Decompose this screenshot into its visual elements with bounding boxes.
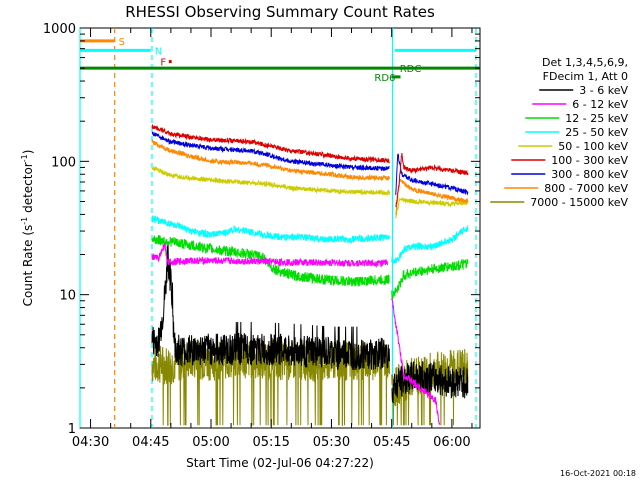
- legend-entry-label: 800 - 7000 keV: [544, 182, 628, 195]
- series-line-s4: [151, 215, 390, 245]
- x-tick-label: 05:30: [313, 435, 350, 450]
- series-line-s1: [151, 241, 390, 370]
- x-tick-label: 05:00: [192, 435, 229, 450]
- status-bar-label: RD6: [374, 73, 395, 84]
- series-line-s8: [151, 138, 390, 182]
- y-label-mid: detector: [21, 162, 35, 217]
- legend: Det 1,3,4,5,6,9, FDecim 1, Att 0 3 - 6 k…: [490, 56, 628, 209]
- status-bar-label: RDC: [400, 64, 422, 75]
- legend-entry-label: 25 - 50 keV: [565, 126, 628, 139]
- status-bar-label: N: [155, 46, 162, 57]
- y-tick-label: 100: [51, 155, 76, 170]
- series-line-s7: [395, 153, 469, 196]
- status-bar-label: S: [119, 37, 125, 48]
- legend-entry-label: 12 - 25 keV: [565, 112, 628, 125]
- legend-entry-label: 7000 - 15000 keV: [530, 196, 628, 209]
- series-line-s6: [395, 153, 469, 208]
- y-label-end: ): [21, 150, 35, 155]
- legend-entry-label: 100 - 300 keV: [551, 154, 628, 167]
- x-tick-label: 04:30: [72, 435, 109, 450]
- series-line-s5: [395, 197, 469, 219]
- x-tick-label: 04:45: [132, 435, 169, 450]
- y-label-main: Count Rate (s: [21, 225, 35, 307]
- series-line-s5: [151, 166, 390, 197]
- x-tick-label: 06:00: [433, 435, 470, 450]
- status-bars: S NF RDC RD6: [80, 37, 480, 84]
- y-label-sup2: -1: [20, 154, 29, 162]
- vertical-markers: [79, 28, 477, 428]
- y-label-sup1: -1: [20, 217, 29, 225]
- x-axis-label: Start Time (02-Jul-06 04:27:22): [186, 456, 374, 470]
- legend-header-1: Det 1,3,4,5,6,9,: [542, 56, 628, 69]
- legend-entry-label: 300 - 800 keV: [551, 168, 628, 181]
- series-line-s9: [391, 348, 469, 426]
- legend-entry-label: 50 - 100 keV: [558, 140, 628, 153]
- series-line-s4: [391, 225, 469, 265]
- series-line-s2: [151, 242, 388, 269]
- series-line-s2: [391, 298, 441, 425]
- series-line-s9: [151, 339, 390, 426]
- y-tick-label: 1000: [43, 22, 76, 37]
- generation-timestamp: 16-Oct-2021 00:18: [560, 469, 636, 478]
- axis-ticks: 1 10 100 1000 04:30 04:45 05:00 05:15 05:30 05:45…: [43, 22, 480, 450]
- legend-entry-label: 3 - 6 keV: [579, 84, 628, 97]
- series-line-s8: [395, 178, 469, 215]
- y-tick-label: 10: [59, 289, 76, 304]
- status-bar-label: F: [160, 58, 166, 69]
- x-tick-label: 05:15: [252, 435, 289, 450]
- series-layer: [151, 124, 469, 426]
- series-line-s6: [151, 124, 390, 164]
- y-axis-label: Count Rate (s-1 detector-1): [20, 150, 35, 307]
- legend-header-2: FDecim 1, Att 0: [543, 70, 628, 83]
- legend-entry-label: 6 - 12 keV: [572, 98, 628, 111]
- series-line-s7: [151, 131, 390, 172]
- x-tick-label: 05:45: [373, 435, 410, 450]
- series-line-s3: [151, 234, 390, 287]
- series-line-s3: [391, 258, 469, 299]
- y-tick-label: 1: [68, 422, 76, 437]
- chart-title: RHESSI Observing Summary Count Rates: [125, 3, 435, 21]
